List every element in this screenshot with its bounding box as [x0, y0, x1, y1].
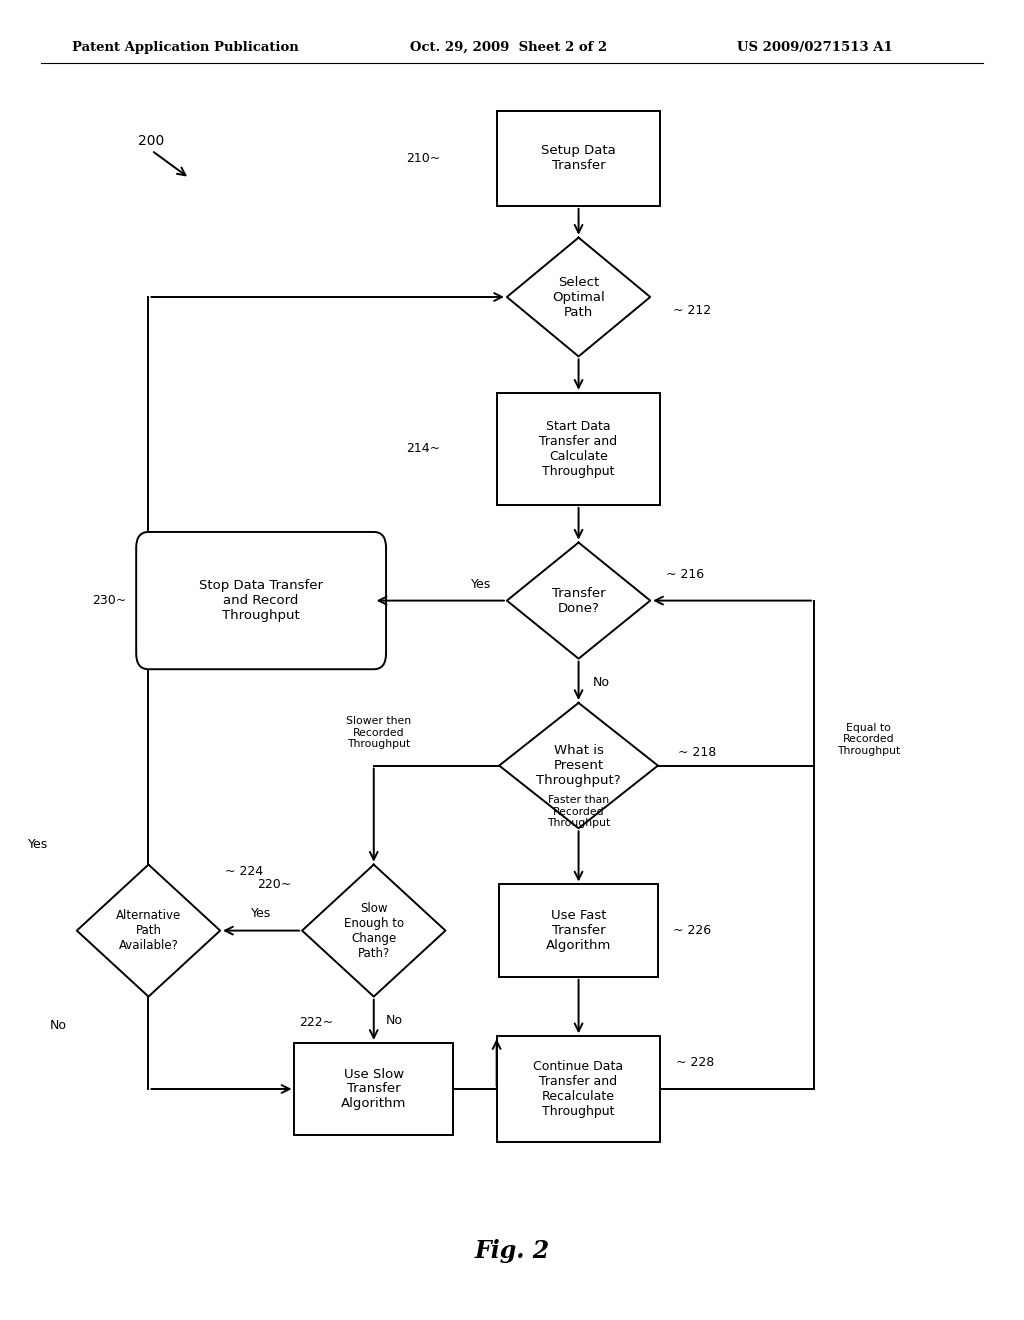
Text: Slow
Enough to
Change
Path?: Slow Enough to Change Path? [344, 902, 403, 960]
Text: Start Data
Transfer and
Calculate
Throughput: Start Data Transfer and Calculate Throug… [540, 420, 617, 478]
FancyBboxPatch shape [136, 532, 386, 669]
Text: Use Fast
Transfer
Algorithm: Use Fast Transfer Algorithm [546, 909, 611, 952]
Text: Yes: Yes [471, 578, 492, 591]
Text: Fig. 2: Fig. 2 [474, 1239, 550, 1263]
Text: Continue Data
Transfer and
Recalculate
Throughput: Continue Data Transfer and Recalculate T… [534, 1060, 624, 1118]
Text: 210~: 210~ [407, 152, 440, 165]
Text: Alternative
Path
Available?: Alternative Path Available? [116, 909, 181, 952]
Polygon shape [507, 543, 650, 659]
Text: ~ 226: ~ 226 [674, 924, 712, 937]
Text: ~ 212: ~ 212 [673, 304, 711, 317]
Text: US 2009/0271513 A1: US 2009/0271513 A1 [737, 41, 893, 54]
Text: Use Slow
Transfer
Algorithm: Use Slow Transfer Algorithm [341, 1068, 407, 1110]
Text: No: No [386, 1014, 402, 1027]
Text: 220~: 220~ [258, 878, 292, 891]
Text: 214~: 214~ [407, 442, 440, 455]
Text: ~ 224: ~ 224 [225, 865, 263, 878]
Text: No: No [50, 1019, 67, 1032]
Text: Equal to
Recorded
Throughput: Equal to Recorded Throughput [837, 722, 900, 756]
Text: Transfer
Done?: Transfer Done? [552, 586, 605, 615]
Text: 222~: 222~ [299, 1016, 334, 1030]
Text: Patent Application Publication: Patent Application Publication [72, 41, 298, 54]
Text: Setup Data
Transfer: Setup Data Transfer [542, 144, 615, 173]
Polygon shape [499, 704, 657, 829]
FancyBboxPatch shape [497, 111, 660, 206]
Polygon shape [77, 865, 220, 997]
Text: Slower then
Recorded
Throughput: Slower then Recorded Throughput [346, 715, 412, 750]
FancyBboxPatch shape [499, 884, 657, 977]
Text: Select
Optimal
Path: Select Optimal Path [552, 276, 605, 318]
Polygon shape [302, 865, 445, 997]
Text: What is
Present
Throughput?: What is Present Throughput? [537, 744, 621, 787]
Text: Oct. 29, 2009  Sheet 2 of 2: Oct. 29, 2009 Sheet 2 of 2 [410, 41, 607, 54]
Text: ~ 218: ~ 218 [678, 746, 717, 759]
Text: ~ 216: ~ 216 [666, 568, 703, 581]
Text: Faster than
Recorded
Throughput: Faster than Recorded Throughput [547, 795, 610, 829]
Text: 200: 200 [138, 135, 165, 148]
Text: No: No [593, 676, 609, 689]
Text: 230~: 230~ [92, 594, 126, 607]
Text: Yes: Yes [28, 838, 48, 851]
FancyBboxPatch shape [497, 1036, 660, 1142]
Text: ~ 228: ~ 228 [676, 1056, 714, 1069]
Text: Stop Data Transfer
and Record
Throughput: Stop Data Transfer and Record Throughput [199, 579, 324, 622]
FancyBboxPatch shape [497, 393, 660, 504]
Polygon shape [507, 238, 650, 356]
Text: Yes: Yes [251, 907, 271, 920]
FancyBboxPatch shape [295, 1043, 453, 1135]
